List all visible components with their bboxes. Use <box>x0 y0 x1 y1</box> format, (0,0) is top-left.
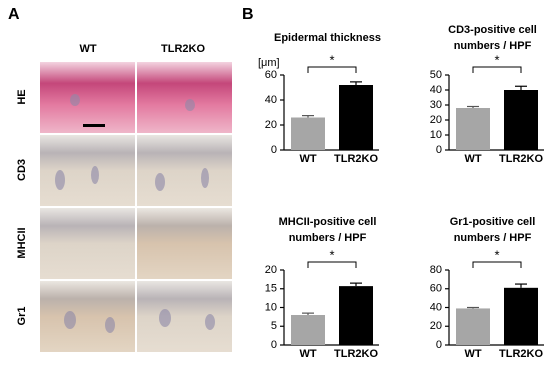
x-tick-label: WT <box>299 153 316 165</box>
y-tick-label: 40 <box>265 94 277 106</box>
row-label: Gr1 <box>16 307 28 326</box>
row-label: CD3 <box>16 159 28 181</box>
chart-title: numbers / HPF <box>454 232 532 244</box>
y-tick-label: 10 <box>265 301 277 313</box>
y-tick-label: 80 <box>430 264 442 276</box>
y-tick-label: 40 <box>430 84 442 96</box>
significance-label: * <box>329 52 334 67</box>
significance-bracket <box>472 261 522 268</box>
row-label: HE <box>16 89 28 104</box>
y-tick-label: 15 <box>265 283 277 295</box>
row-label: MHCII <box>16 227 28 258</box>
y-tick-label: 50 <box>430 69 442 81</box>
y-tick-label: 0 <box>436 144 442 156</box>
bar <box>456 308 490 345</box>
histology-images <box>40 62 232 352</box>
significance-label: * <box>494 247 499 262</box>
bar <box>504 287 538 345</box>
panel-label: A <box>8 6 20 23</box>
x-tick-label: WT <box>299 348 316 360</box>
bar <box>291 117 325 150</box>
chart-title: Gr1-positive cell <box>450 216 536 228</box>
chart-title: numbers / HPF <box>454 40 532 52</box>
y-tick-label: 40 <box>430 301 442 313</box>
bar <box>456 108 490 150</box>
chart-title: MHCII-positive cell <box>279 216 377 228</box>
x-tick-label: WT <box>464 153 481 165</box>
y-tick-label: 10 <box>430 129 442 141</box>
x-tick-label: TLR2KO <box>334 348 378 360</box>
significance-bracket <box>307 66 357 73</box>
y-tick-label: 0 <box>271 144 277 156</box>
y-tick-label: 20 <box>265 264 277 276</box>
column-label: WT <box>79 43 96 55</box>
significance-label: * <box>329 247 334 262</box>
significance-bracket <box>472 66 522 73</box>
y-tick-label: 20 <box>430 320 442 332</box>
y-tick-label: 0 <box>436 339 442 351</box>
bar <box>339 85 373 150</box>
y-tick-label: 60 <box>430 283 442 295</box>
chart-title: Epidermal thickness <box>274 32 381 44</box>
significance-bracket <box>307 261 357 268</box>
panel-label: B <box>242 6 254 23</box>
y-tick-label: 0 <box>271 339 277 351</box>
y-axis-label: [μm] <box>258 57 280 69</box>
x-tick-label: TLR2KO <box>499 348 543 360</box>
bar <box>339 286 373 345</box>
x-tick-label: TLR2KO <box>499 153 543 165</box>
chart-title: CD3-positive cell <box>448 24 537 36</box>
x-tick-label: TLR2KO <box>334 153 378 165</box>
y-tick-label: 5 <box>271 320 277 332</box>
bar <box>291 315 325 345</box>
y-tick-label: 60 <box>265 69 277 81</box>
column-label: TLR2KO <box>161 43 205 55</box>
chart-title: numbers / HPF <box>289 232 367 244</box>
y-tick-label: 20 <box>265 119 277 131</box>
y-tick-label: 30 <box>430 99 442 111</box>
significance-label: * <box>494 52 499 67</box>
x-tick-label: WT <box>464 348 481 360</box>
y-tick-label: 20 <box>430 114 442 126</box>
bar <box>504 90 538 150</box>
